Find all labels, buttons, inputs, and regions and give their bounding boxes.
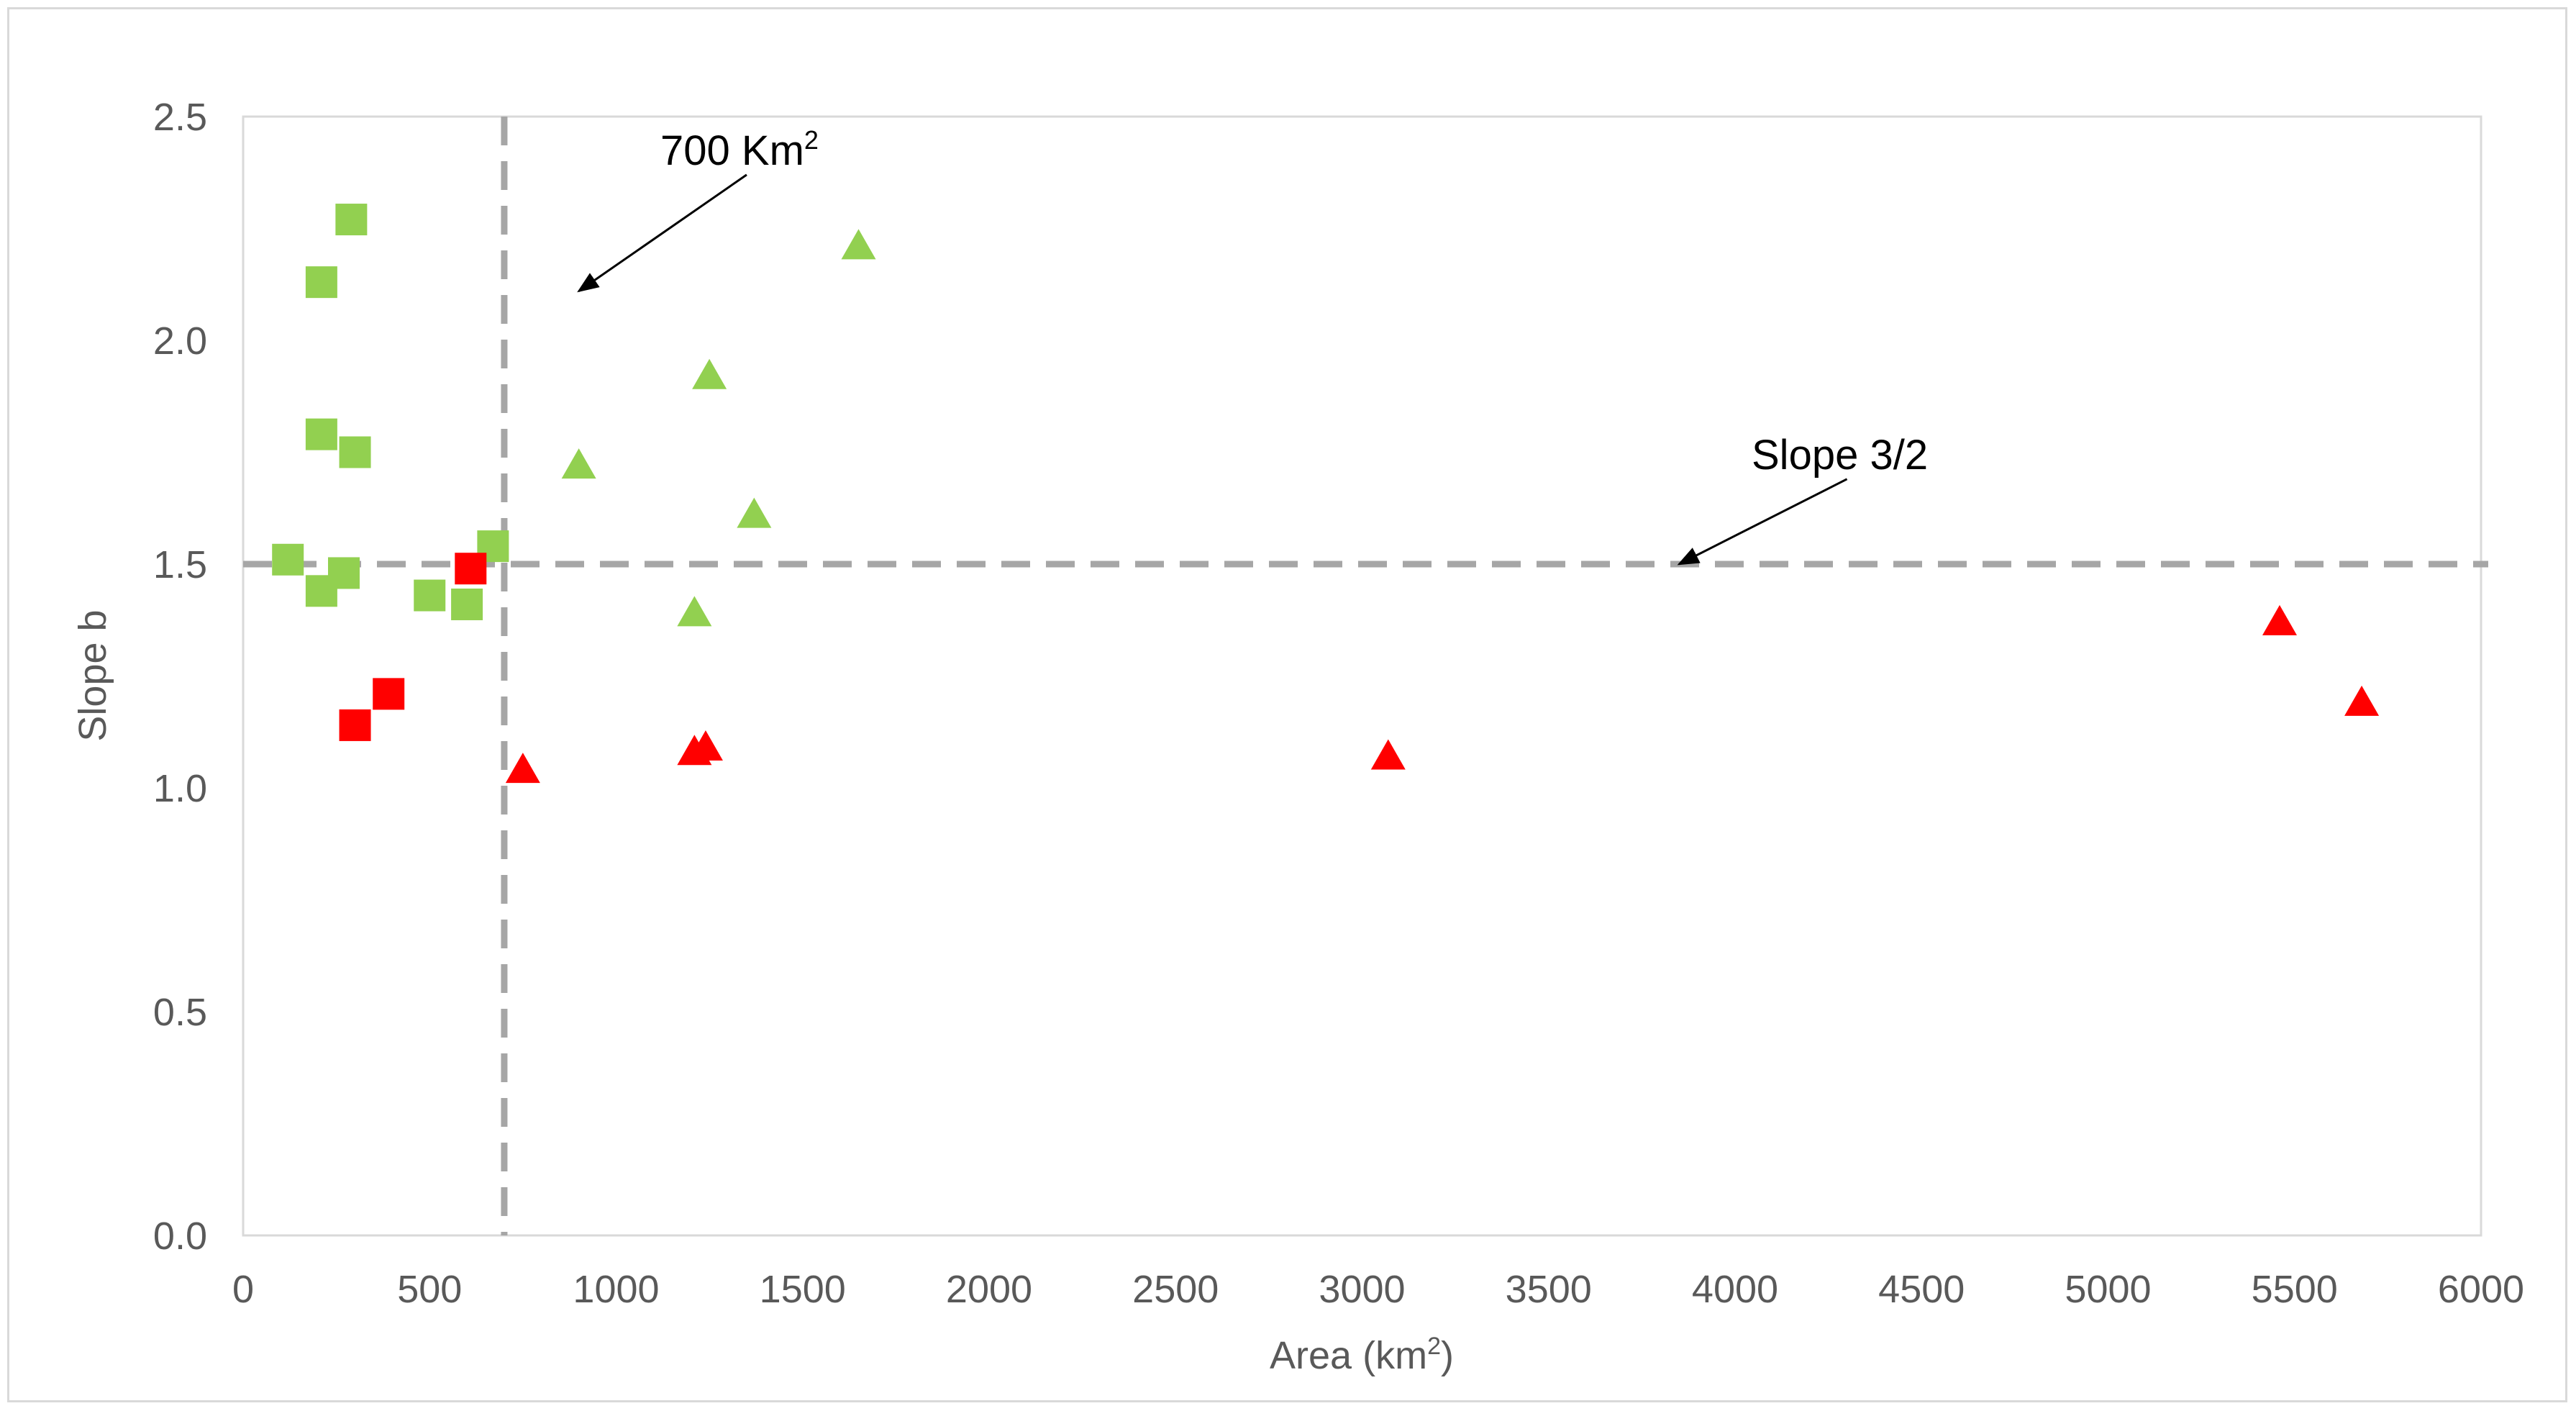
reference-lines: [243, 117, 2488, 1235]
x-tick-label: 4500: [1878, 1268, 1965, 1311]
red-square-point: [339, 709, 371, 741]
x-tick-label: 2000: [946, 1268, 1032, 1311]
annotation-arrow: [1677, 478, 1848, 566]
annotations: 700 Km2 Slope 3/2: [577, 125, 1928, 566]
x-tick-label: 3000: [1319, 1268, 1405, 1311]
green-square-point: [339, 436, 371, 468]
red-triangle-point: [2344, 685, 2380, 716]
y-axis-label: Slope b: [71, 609, 114, 741]
annotation-label: 700 Km2: [660, 125, 819, 174]
x-tick-label: 4000: [1692, 1268, 1778, 1311]
x-tick-label: 1500: [760, 1268, 846, 1311]
green-square-point: [414, 579, 446, 612]
y-axis-ticks: 0.0 0.5 1.0 1.5 2.0 2.5: [153, 96, 207, 1258]
x-tick-label: 1000: [573, 1268, 659, 1311]
red-triangle-point: [1370, 739, 1406, 770]
y-tick-label: 1.0: [153, 767, 207, 810]
green-square-point: [451, 588, 483, 620]
green-square-point: [335, 204, 368, 236]
green-square-point: [305, 418, 337, 450]
y-tick-label: 2.5: [153, 96, 207, 139]
red-triangle-point: [505, 753, 540, 784]
x-tick-label: 6000: [2438, 1268, 2524, 1311]
green-triangle-point: [561, 448, 596, 479]
data-points: [272, 204, 2380, 784]
green-triangle-point: [841, 229, 876, 260]
x-tick-label: 3500: [1506, 1268, 1592, 1311]
x-axis-label: Area (km2): [1270, 1333, 1454, 1377]
red-square-point: [373, 678, 405, 710]
y-tick-label: 0.0: [153, 1215, 207, 1258]
green-triangle-point: [737, 497, 772, 528]
y-tick-label: 0.5: [153, 991, 207, 1034]
red-triangle-point: [688, 730, 723, 761]
x-tick-label: 5000: [2065, 1268, 2151, 1311]
x-tick-label: 2500: [1132, 1268, 1219, 1311]
green-square-point: [305, 575, 337, 607]
red-square-point: [455, 553, 487, 585]
y-tick-label: 1.5: [153, 543, 207, 586]
green-triangle-point: [692, 358, 727, 389]
y-tick-label: 2.0: [153, 319, 207, 363]
chart-frame: [7, 7, 2567, 1402]
x-tick-label: 500: [397, 1268, 462, 1311]
x-tick-label: 5500: [2252, 1268, 2338, 1311]
red-triangle-point: [2262, 604, 2298, 635]
annotation-arrow: [577, 173, 747, 293]
x-axis-ticks: 0 500 1000 1500 2000 2500 3000 3500 4000 4500 5000…: [232, 1268, 2524, 1311]
x-tick-label: 0: [232, 1268, 254, 1311]
green-square-point: [305, 266, 337, 299]
green-triangle-point: [677, 596, 712, 627]
green-square-point: [272, 543, 304, 576]
plot-area: [242, 115, 2482, 1237]
annotation-label: Slope 3/2: [1752, 432, 1928, 478]
